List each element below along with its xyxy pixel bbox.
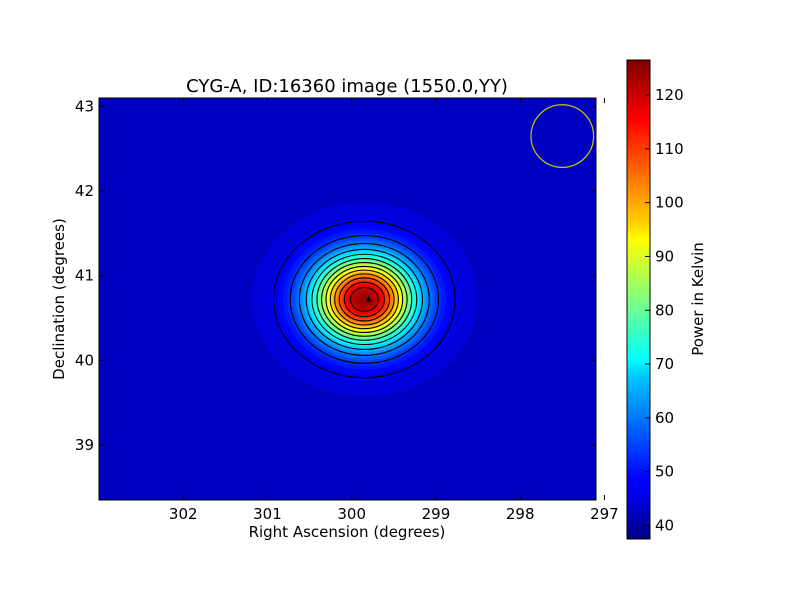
x-tick-label: 298	[506, 505, 535, 523]
colorbar-ticks: 40 50 60 70 80 90 100 110 120	[645, 86, 684, 535]
colorbar-tick-label: 100	[655, 194, 684, 212]
contour-line	[329, 269, 399, 330]
y-tick-label: 42	[75, 182, 94, 200]
y-tick-label: 40	[75, 351, 94, 369]
contour-line	[298, 242, 430, 356]
colorbar-tick-label: 40	[655, 517, 674, 535]
y-axis-label: Declination (degrees)	[50, 218, 68, 380]
contour-line	[305, 248, 424, 351]
peak-marker	[365, 296, 372, 302]
contour-lines	[272, 220, 456, 379]
beam-circle	[530, 104, 595, 168]
heatmap-image	[251, 202, 478, 397]
x-tick-label: 297	[590, 505, 619, 523]
colorbar: 40 50 60 70 80 90 100 110 120 Power in Kelvin	[626, 59, 707, 540]
x-tick-label: 299	[422, 505, 451, 523]
colorbar-tick-label: 60	[655, 409, 674, 427]
plot-area	[98, 97, 597, 501]
contour-line	[343, 281, 385, 318]
y-tick-label: 43	[75, 97, 94, 115]
colorbar-tick-label: 120	[655, 86, 684, 104]
colorbar-label: Power in Kelvin	[689, 242, 707, 356]
contour-line	[349, 286, 379, 312]
x-tick-label: 300	[337, 505, 366, 523]
contour-line	[311, 253, 418, 346]
contour-line	[289, 235, 440, 364]
colorbar-tick-label: 90	[655, 247, 674, 265]
contour-line	[338, 277, 390, 322]
contour-line	[325, 265, 404, 334]
x-axis: 302 301 300 299 298 297	[169, 98, 619, 523]
contour-line	[316, 258, 413, 341]
colorbar-tick-label: 110	[655, 140, 684, 158]
x-tick-label: 301	[253, 505, 282, 523]
plot-frame	[98, 97, 597, 501]
y-axis: 39 40 41 42 43	[75, 97, 596, 454]
colorbar-tick-label: 70	[655, 355, 674, 373]
heat-band	[356, 293, 372, 306]
chart-title: CYG-A, ID:16360 image (1550.0,YY)	[186, 76, 508, 97]
contour-line	[272, 220, 456, 379]
x-tick-label: 302	[169, 505, 198, 523]
colorbar-tick-label: 80	[655, 301, 674, 319]
y-tick-label: 39	[75, 436, 94, 454]
y-tick-label: 41	[75, 267, 94, 285]
contour-line	[321, 262, 408, 337]
colorbar-tick-label: 50	[655, 463, 674, 481]
contour-line	[334, 273, 395, 326]
markers	[365, 104, 595, 302]
colorbar-gradient	[626, 59, 651, 540]
x-axis-label: Right Ascension (degrees)	[249, 523, 446, 541]
